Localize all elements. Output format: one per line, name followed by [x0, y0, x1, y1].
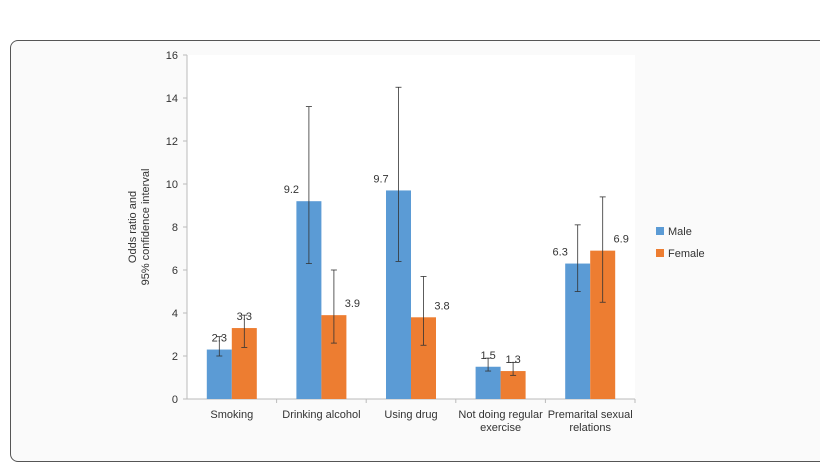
data-label: 2.3	[212, 333, 227, 345]
x-tick-label: Not doing regular	[458, 409, 543, 421]
y-tick-label: 2	[172, 351, 178, 363]
legend-swatch-female	[656, 249, 664, 257]
odds-ratio-bar-chart: 0 2 4 6 8 10 12 14 16 Smoking 2.3 3.3 Drinking alcoh…	[127, 50, 705, 434]
x-tick-label: relations	[569, 422, 611, 434]
legend-label-female: Female	[668, 248, 705, 260]
legend-swatch-male	[656, 227, 664, 235]
y-tick-label: 14	[166, 93, 178, 105]
y-tick-label: 0	[172, 394, 178, 406]
data-label: 3.8	[434, 300, 449, 312]
data-label: 1.3	[505, 354, 520, 366]
x-tick-label: Premarital sexual	[548, 409, 633, 421]
data-label: 1.5	[480, 350, 495, 362]
bar-male	[475, 366, 501, 399]
x-tick-label: Drinking alcohol	[282, 409, 360, 421]
y-tick-label: 10	[166, 179, 178, 191]
y-tick-label: 16	[166, 50, 178, 62]
legend-label-male: Male	[668, 226, 692, 238]
data-label: 6.9	[614, 234, 629, 246]
data-label: 3.9	[345, 298, 360, 310]
y-axis-label: 95% confidence interval	[140, 169, 152, 286]
y-tick-label: 4	[172, 308, 178, 320]
bar-male	[206, 349, 232, 399]
data-label: 3.3	[237, 311, 252, 323]
y-tick-label: 6	[172, 265, 178, 277]
data-label: 9.7	[373, 173, 388, 185]
y-axis-label: Odds ratio and	[127, 191, 139, 263]
data-label: 6.3	[553, 247, 568, 259]
y-tick-label: 12	[166, 136, 178, 148]
data-label: 9.2	[284, 184, 299, 196]
x-tick-label: Using drug	[384, 409, 437, 421]
x-tick-label: exercise	[480, 422, 521, 434]
x-tick-label: Smoking	[210, 409, 253, 421]
y-tick-label: 8	[172, 222, 178, 234]
